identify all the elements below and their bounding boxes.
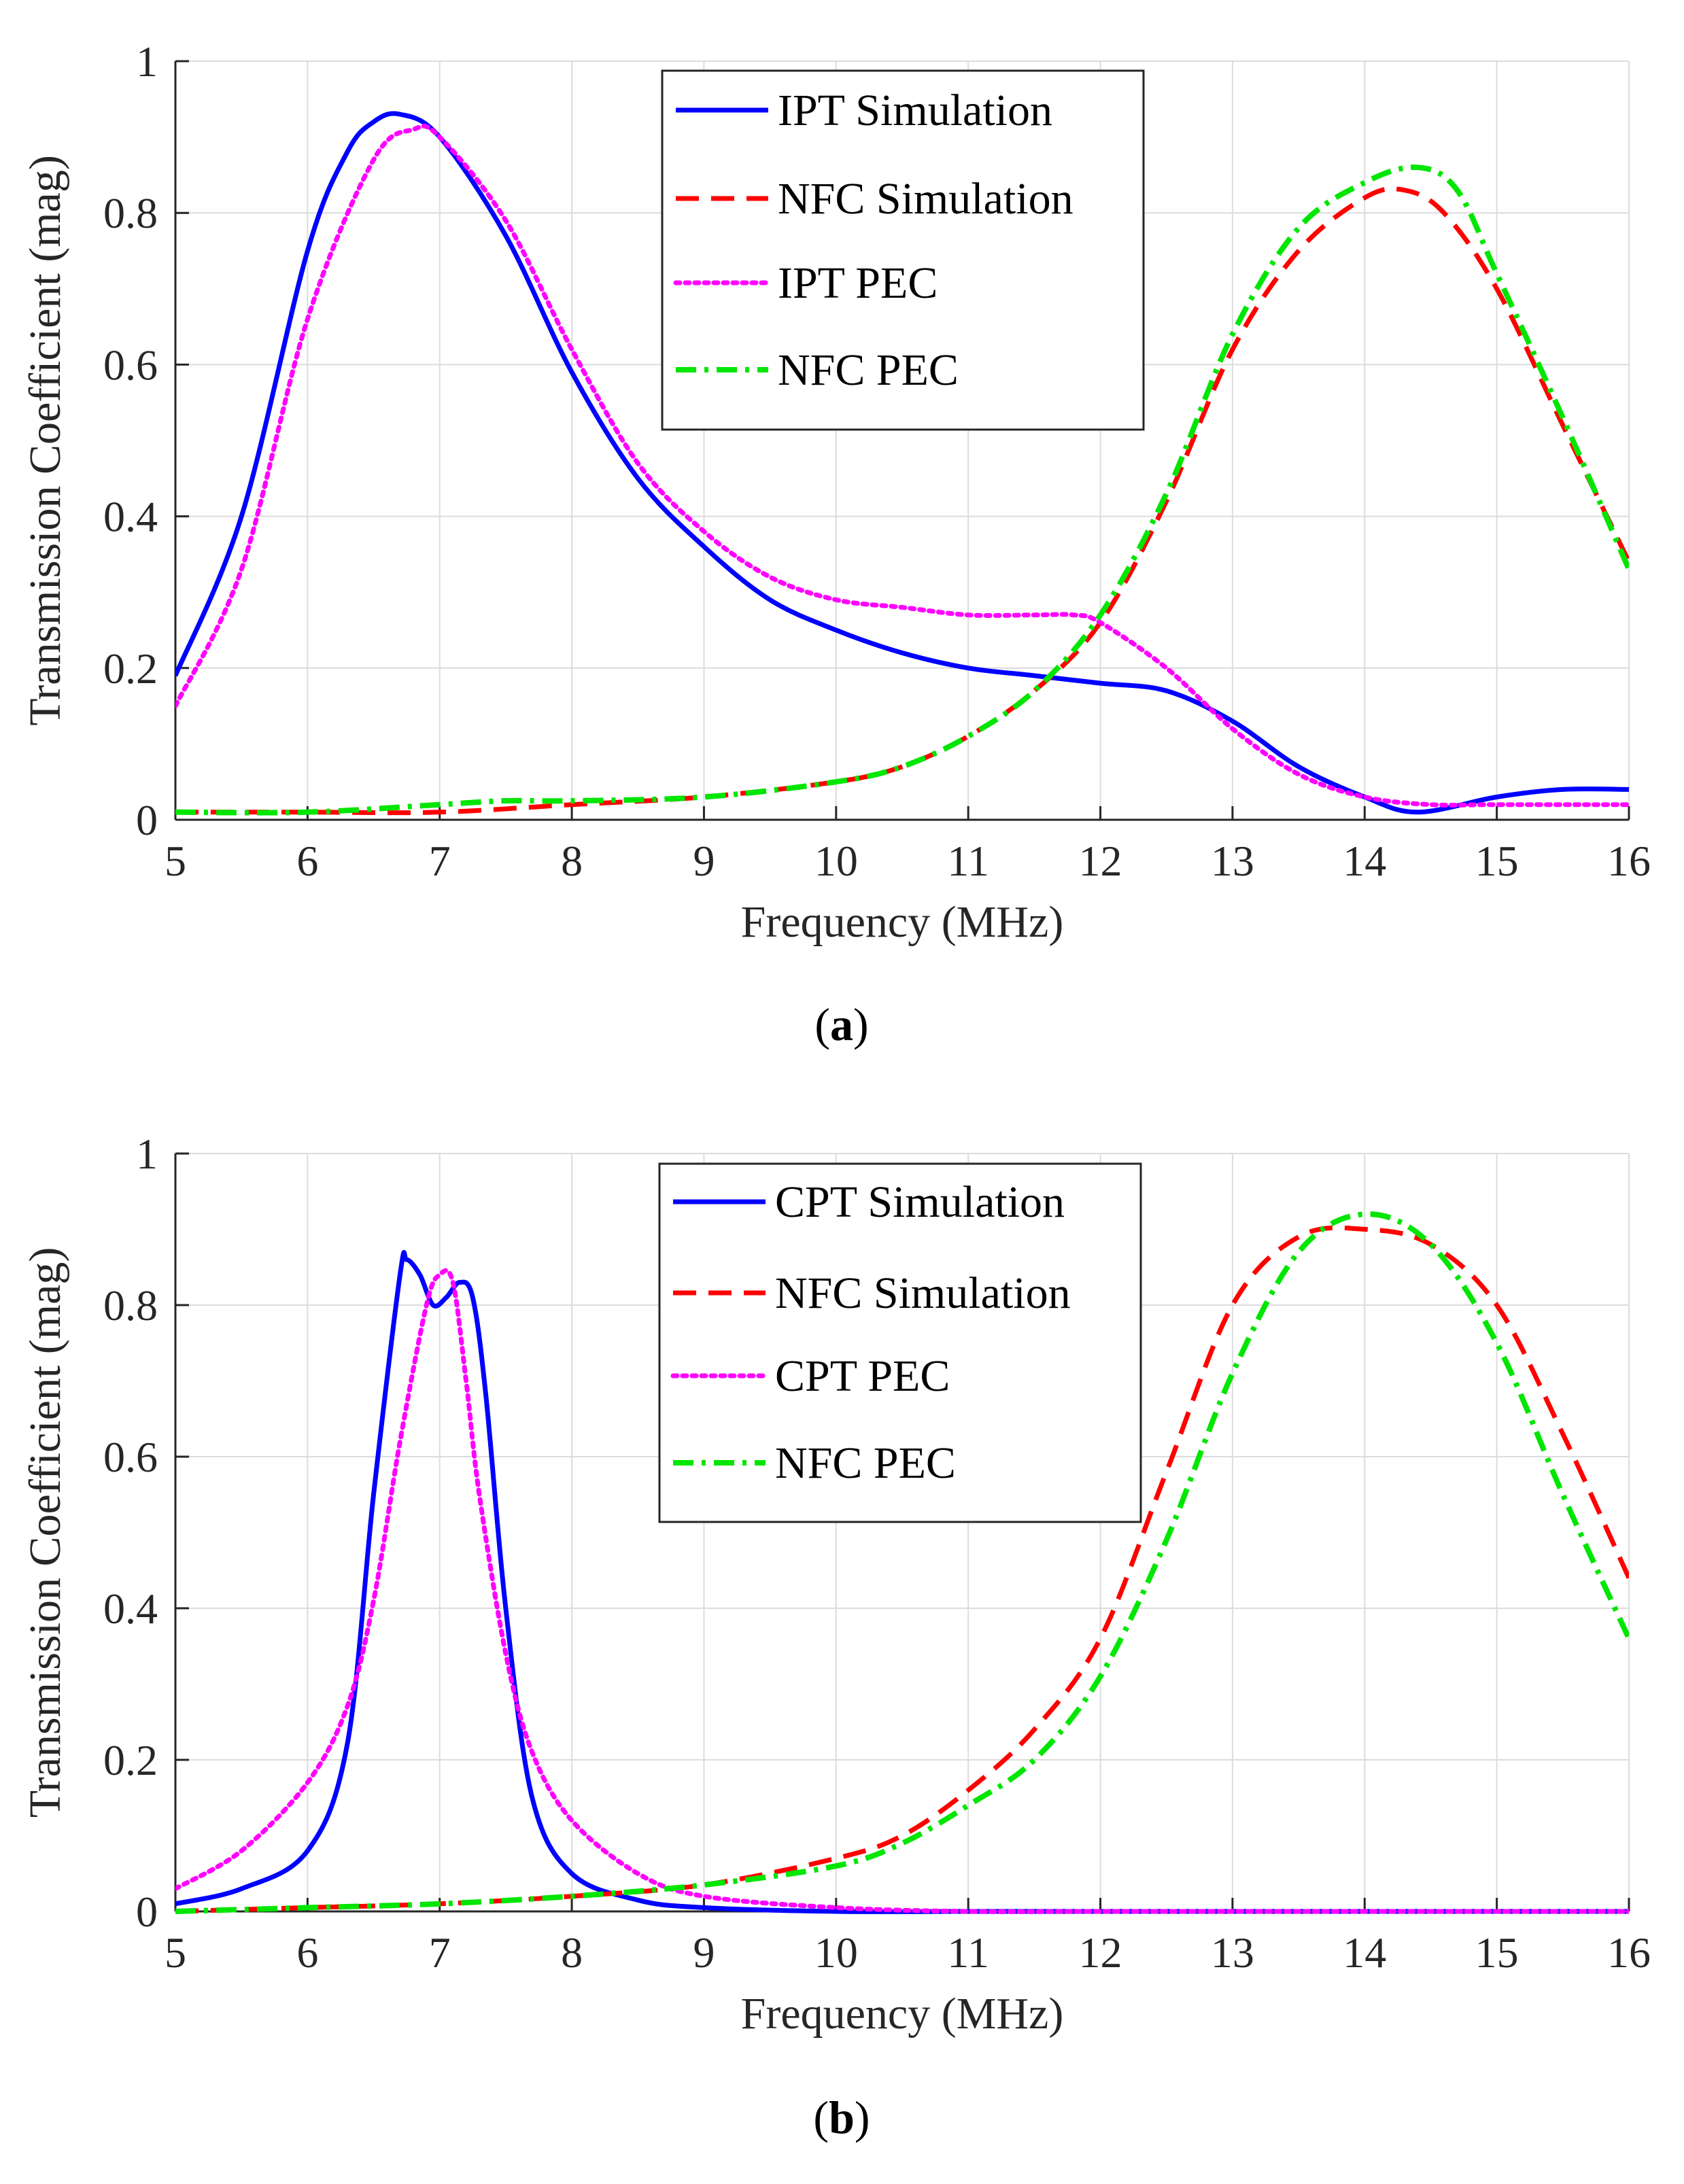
panel-a-y-axis-label: Transmission Coefficient (mag) [20,155,70,726]
panel-a-series-line-2 [175,124,1629,808]
panel-b-series-line-1 [175,1225,1629,1914]
panel-caption-b-letter: b [829,2092,855,2143]
panel-b-legend-label-2: CPT PEC [775,1351,950,1401]
panel-b-x-axis-label: Frequency (MHz) [741,1989,1064,2039]
panel-a-y-tick-label: 0.6 [103,341,158,389]
panel-b-x-tick-label: 16 [1607,1928,1651,1977]
panel-b-legend-label-3: NFC PEC [775,1438,956,1488]
panel-a-legend-box [661,69,1145,431]
panel-b-x-tick-label: 10 [814,1928,858,1977]
panel-a-x-tick-label: 15 [1475,837,1519,885]
panel-caption-b: (b) [813,2092,870,2143]
panel-a-y-tick-label: 0.2 [103,644,158,693]
panel-a-y-tick-label: 1 [136,37,158,86]
panel-b-y-tick-label: 0.2 [103,1736,158,1784]
panel-b-legend-box [658,1162,1142,1523]
panel-a-y-tick-label: 0.4 [103,493,158,541]
panel-a-x-tick-label: 14 [1343,837,1386,885]
panel-caption-a-letter: a [830,999,853,1050]
panel-a-x-tick-label: 8 [561,837,583,885]
panel-b-x-tick-label: 11 [947,1928,989,1977]
panel-a-legend-label-3: NFC PEC [778,345,959,395]
panel-a-legend-label-0: IPT Simulation [778,86,1052,135]
panel-b-x-tick-label: 15 [1475,1928,1519,1977]
panel-b-x-tick-label: 14 [1343,1928,1386,1977]
panel-a-x-tick-label: 9 [693,837,715,885]
panel-b-y-tick-label: 0.6 [103,1433,158,1481]
panel-b-y-tick-label: 1 [136,1130,158,1178]
panel-a-x-tick-label: 6 [296,837,318,885]
panel-a-x-tick-label: 11 [947,837,989,885]
panel-b-series-line-2 [175,1268,1629,1914]
panel-b-x-tick-label: 12 [1079,1928,1122,1977]
panel-b-x-tick-label: 13 [1211,1928,1254,1977]
panel-b-legend-label-0: CPT Simulation [775,1177,1065,1227]
panel-a-legend-label-1: NFC Simulation [778,174,1073,224]
panel-a-y-tick-label: 0.8 [103,189,158,237]
panel-a-x-tick-label: 7 [429,837,451,885]
panel-b-y-tick-label: 0 [136,1888,158,1936]
panel-a-x-tick-label: 10 [814,837,858,885]
panel-a-series-line-1 [175,186,1629,816]
panel-b-x-tick-label: 9 [693,1928,715,1977]
panel-a-x-tick-label: 13 [1211,837,1254,885]
panel-a-series-line-0 [175,111,1629,815]
panel-caption-a: (a) [814,999,868,1050]
panel-b-x-tick-label: 8 [561,1928,583,1977]
panel-b-legend-label-1: NFC Simulation [775,1268,1071,1318]
panel-a-x-tick-label: 5 [165,837,186,885]
chart-panel-b: 5 6 7 8 9 10 11 12 13 14 15 16 0 0.2 0.4 0.6 0.8 1 Frequen… [20,1130,1651,2039]
panel-b-y-axis-label: Transmission Coefficient (mag) [20,1247,70,1818]
panel-b-x-tick-label: 6 [296,1928,318,1977]
panel-b-y-tick-label: 0.4 [103,1584,158,1633]
panel-b-x-tick-label: 5 [165,1928,186,1977]
panel-a-series-line-3 [175,164,1629,816]
panel-b-series-line-3 [175,1211,1629,1914]
panel-b-x-tick-label: 7 [429,1928,451,1977]
panel-a-x-axis-label: Frequency (MHz) [741,897,1064,947]
panel-a-y-tick-label: 0 [136,796,158,844]
panel-a-legend-label-2: IPT PEC [778,258,938,308]
panel-a-x-tick-label: 12 [1079,837,1122,885]
chart-panel-a: 5 6 7 8 9 10 11 12 13 14 15 16 0 0.2 0.4 0.6 0.8 1 Frequen… [20,37,1651,947]
panel-b-y-tick-label: 0.8 [103,1281,158,1330]
panel-a-x-tick-label: 16 [1607,837,1651,885]
